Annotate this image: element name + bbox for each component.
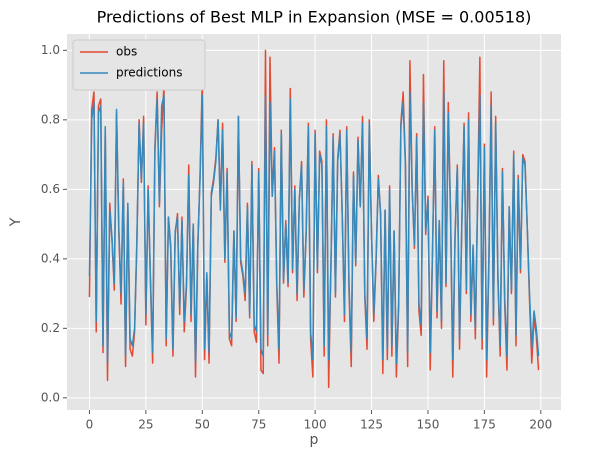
y-tick-label: 0.0 (41, 390, 60, 404)
legend: obs predictions (72, 39, 206, 91)
chart-title: Predictions of Best MLP in Expansion (MS… (97, 8, 532, 27)
y-tick-label: 1.0 (41, 43, 60, 57)
y-tick-label: 0.8 (41, 112, 60, 126)
y-tick-label: 0.6 (41, 182, 60, 196)
x-tick-label: 150 (417, 418, 440, 432)
x-tick-label: 75 (251, 418, 266, 432)
x-tick-label: 0 (86, 418, 94, 432)
x-axis-label: p (310, 432, 319, 448)
x-tick-label: 200 (529, 418, 552, 432)
y-axis-label: Y (8, 217, 24, 227)
y-tick-label: 0.4 (41, 251, 60, 265)
x-tick-label: 175 (473, 418, 496, 432)
y-tick-label: 0.2 (41, 321, 60, 335)
lines (88, 49, 540, 389)
x-tick-label: 50 (195, 418, 210, 432)
x-tick-label: 100 (304, 418, 327, 432)
series-line (88, 91, 540, 364)
legend-label: obs (116, 45, 137, 59)
x-tick-label: 25 (138, 418, 153, 432)
x-tick-label: 125 (360, 418, 383, 432)
legend-label: predictions (116, 66, 182, 80)
